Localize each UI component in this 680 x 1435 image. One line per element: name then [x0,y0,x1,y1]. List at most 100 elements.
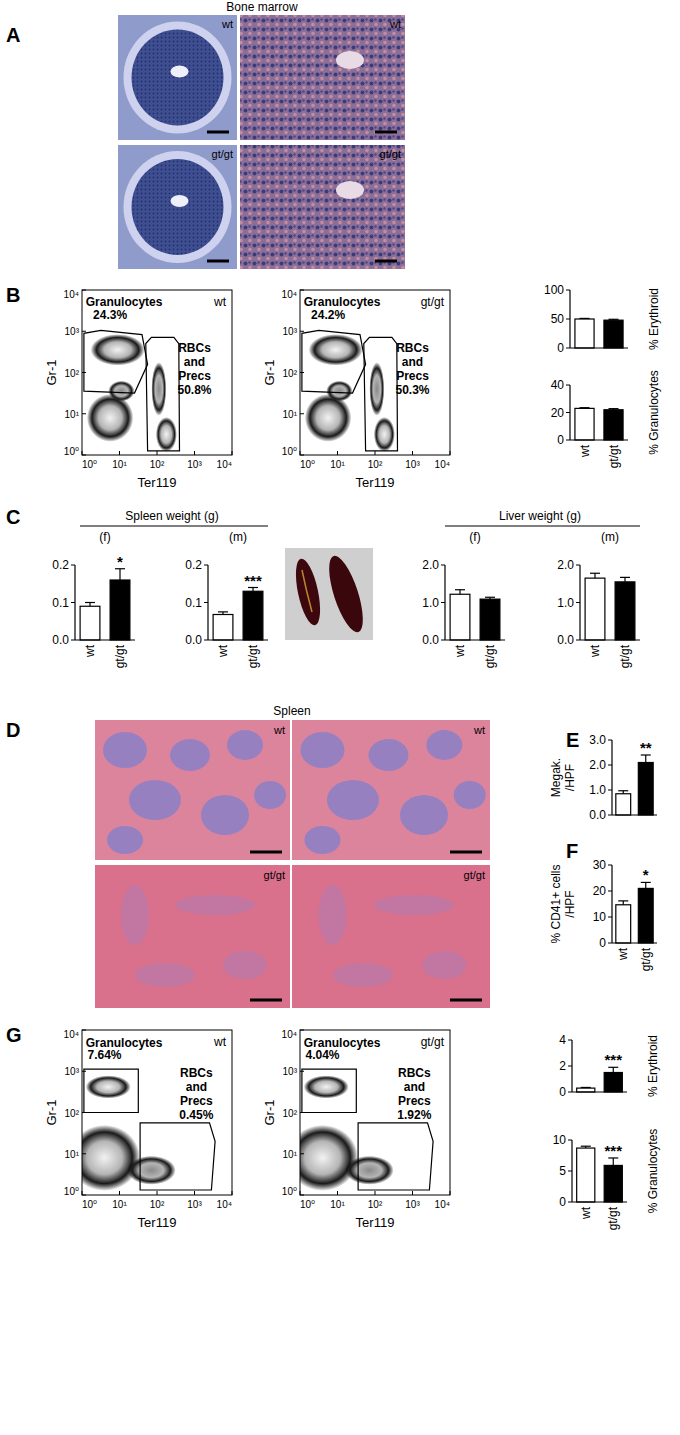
x-tick-label: 10⁰ [82,1199,97,1210]
y-tick [576,640,580,641]
y-tick-label: 10³ [283,326,298,337]
x-tick [119,451,120,455]
plot-area [82,1069,215,1191]
y-tick [568,1140,572,1141]
gate-name-line: and [186,1080,207,1094]
y-tick-label: 0.1 [52,596,69,610]
white-pulp [107,826,143,854]
gate [146,337,180,451]
plot-frame [300,290,450,455]
x-tick-label: 10³ [405,1199,420,1210]
spleen-vessel [302,570,312,612]
bar-chart: wt*gt/gt0102030% CD41+ cells/HPF [549,858,657,971]
y-axis-label: % Granulocytes [647,370,661,455]
y-tick [82,1071,86,1072]
gate-name: RBCsandPrecs [178,341,211,383]
event-cloud [156,417,177,452]
error-bar [455,590,465,595]
y-tick [568,1040,572,1041]
y-axis-label: Gr-1 [262,1100,277,1126]
y-tick [300,290,304,291]
x-axis [580,639,640,640]
white-pulp [223,951,267,979]
x-tick-label: 10⁴ [217,1199,232,1210]
heading-rule [80,526,268,527]
x-tick [119,1191,120,1195]
significance-mark: *** [604,1142,622,1159]
y-tick-label: 0 [559,1085,566,1099]
plot-area [575,408,623,440]
error-cap [620,577,630,578]
plot-area [302,330,398,451]
panel-label: D [6,719,20,741]
white-pulp [400,795,448,835]
x-tick-label: 10¹ [330,1199,345,1210]
bar [577,1148,595,1202]
category-label: wt [216,644,230,658]
y-tick-label: 3.0 [589,733,606,747]
y-tick [568,1092,572,1093]
chart-subtitle: (f) [469,530,480,544]
image-bg [240,15,405,140]
error-bar [618,791,628,794]
category-label: gt/gt [246,644,260,668]
event-cloud [305,394,352,442]
bar [604,410,623,440]
white-pulp [426,730,462,760]
white-pulp [227,730,263,760]
y-tick-label: 2 [559,1059,566,1073]
scale-bar [450,851,482,854]
significance-mark: * [643,866,649,883]
bar [604,320,623,348]
error-bar [641,755,651,763]
category-label: gt/gt [639,947,653,971]
gate-value: 4.04% [305,1048,339,1062]
y-tick [300,1153,304,1154]
x-tick [300,1191,301,1195]
y-tick [300,331,304,332]
error-cap [618,900,628,901]
y-tick [82,372,86,373]
y-tick [608,865,612,866]
gate-value: 24.3% [93,308,127,322]
x-tick [194,1191,195,1195]
image-bg [240,145,405,269]
histology-image: wt [240,15,405,140]
error-bar [581,1146,591,1148]
y-tick [71,565,75,566]
y-tick-label: 10³ [283,1066,298,1077]
scale-bar [375,131,397,134]
x-tick [82,1191,83,1195]
bone-cortex [124,22,232,134]
y-tick-label: 0 [559,1195,566,1209]
y-tick [204,640,208,641]
spleen-photo [285,548,373,640]
category-label: wt [616,947,630,961]
scale-bar [250,999,282,1002]
panel-label: F [566,840,578,862]
vessel [336,181,364,199]
error-bar [85,603,95,607]
y-tick-label: 10³ [65,326,80,337]
histology-image: gt/gt [240,145,405,269]
error-line [645,755,646,763]
error-cap [609,408,619,409]
gate-name-line: RBCs [396,341,429,355]
gate-value: 50.3% [395,383,429,397]
y-tick [566,412,570,413]
y-tick-label: 10⁰ [64,1186,79,1197]
panel-label: B [6,284,20,306]
category-label: wt [83,644,97,658]
y-tick-label: 10¹ [65,409,80,420]
error-cap [455,589,465,590]
x-tick-label: 10² [150,1199,165,1210]
category-label: wt [453,644,467,658]
y-tick-label: 2.0 [422,558,439,572]
event-cloud [369,362,384,416]
x-axis-label: Ter119 [356,475,395,490]
error-cap [609,319,619,320]
x-tick [412,1191,413,1195]
y-tick [568,1202,572,1203]
y-tick-label: 4 [559,1033,566,1047]
image-label: gt/gt [264,869,285,881]
